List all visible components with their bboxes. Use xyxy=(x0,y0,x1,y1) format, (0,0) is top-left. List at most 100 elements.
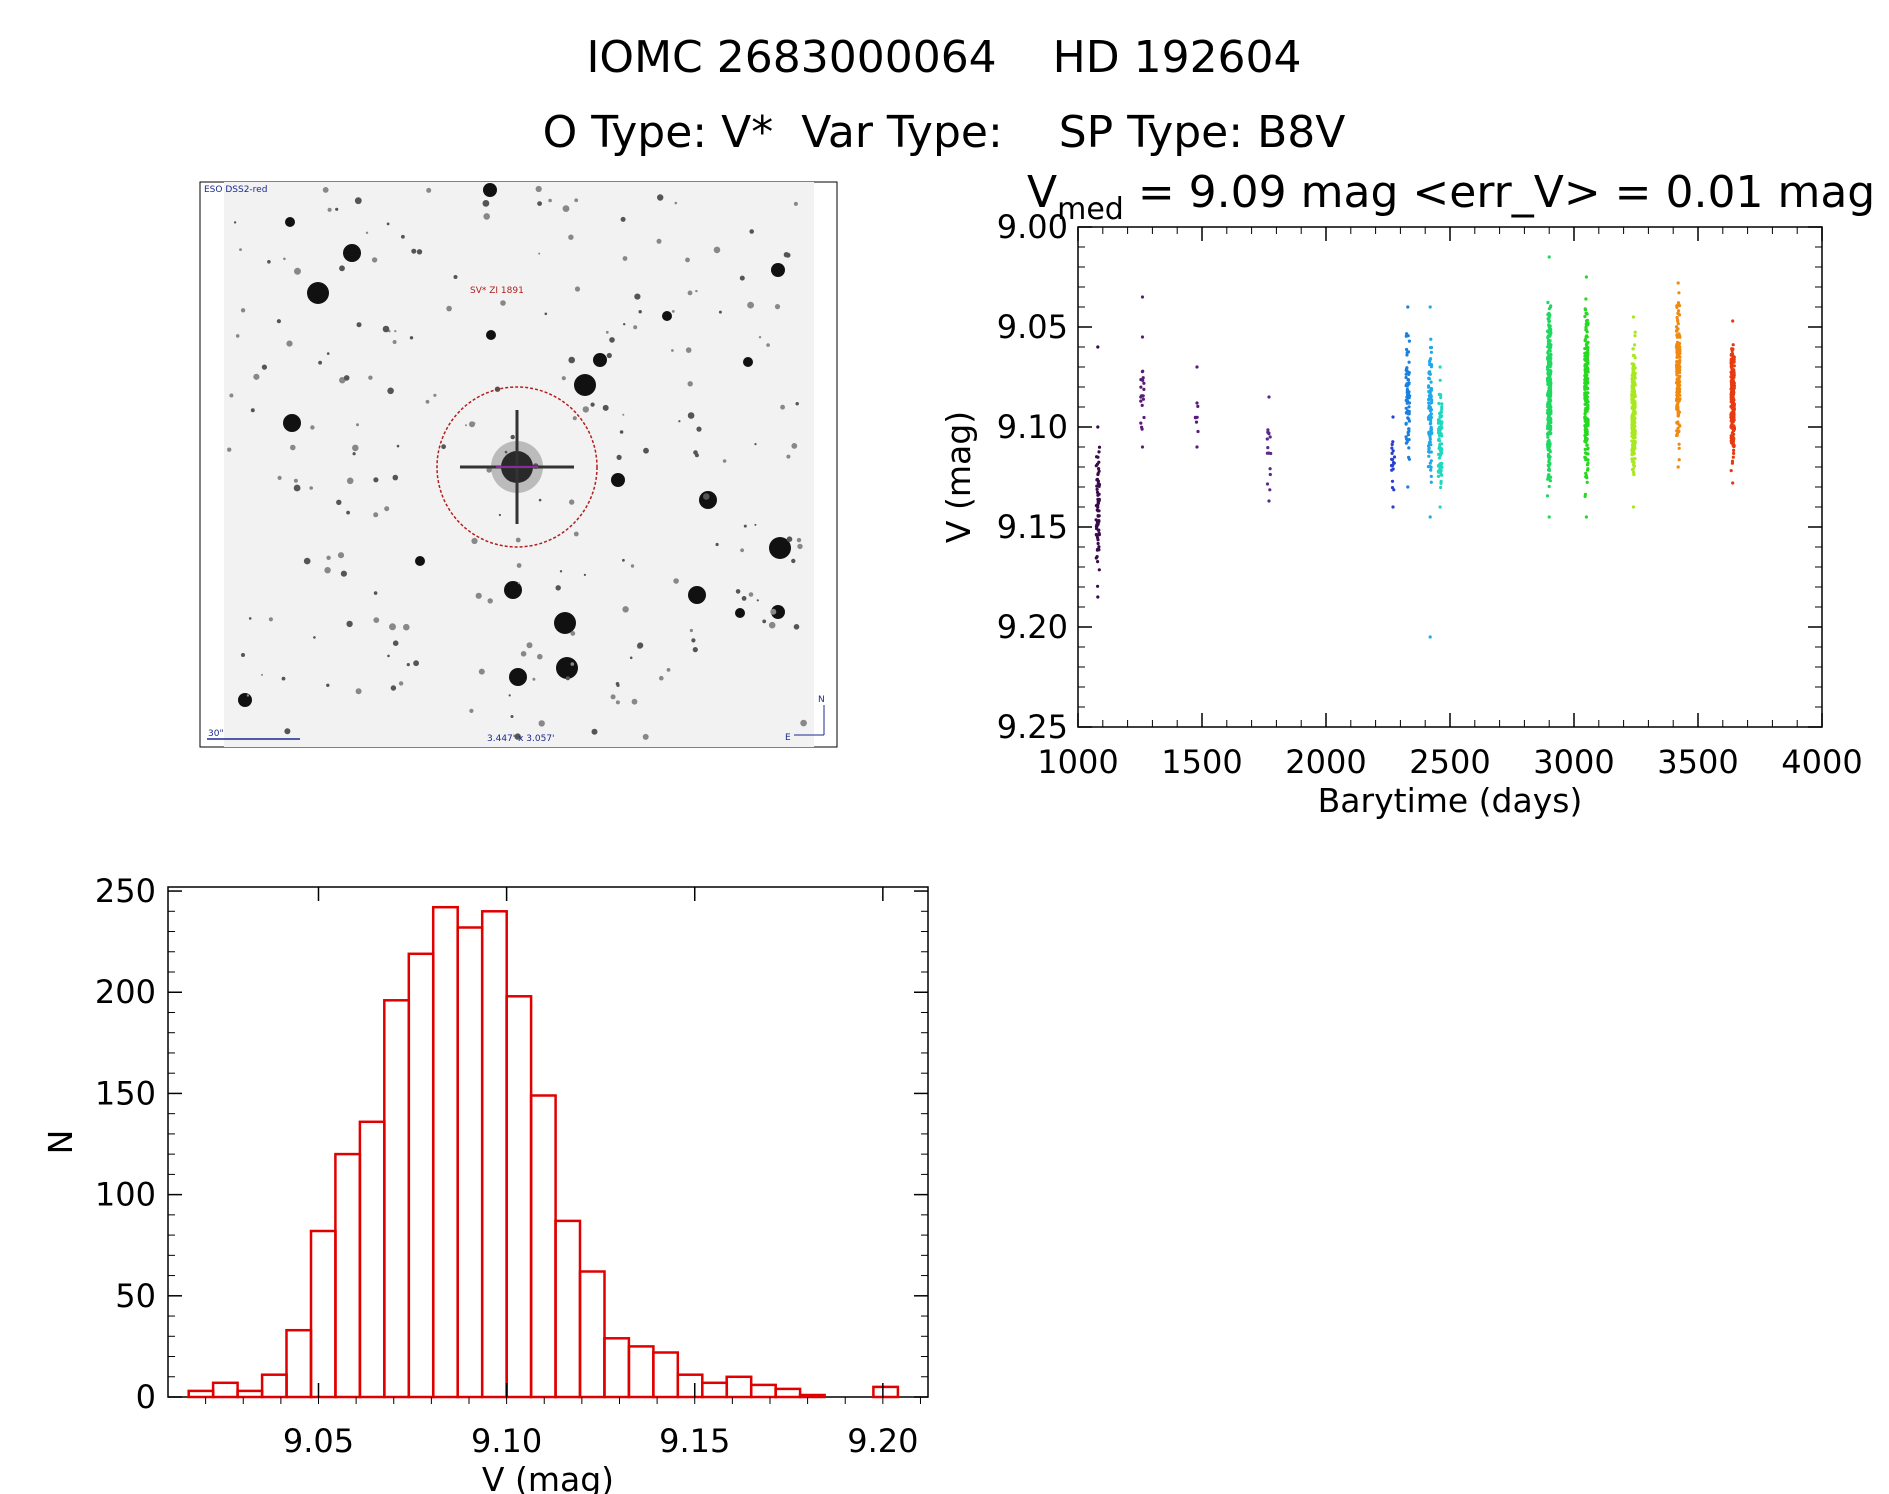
star-icon xyxy=(409,336,414,340)
star-icon xyxy=(510,434,515,440)
header-title: IOMC 2683000064 HD 192604 xyxy=(586,32,1301,83)
data-point xyxy=(1677,351,1681,355)
data-point xyxy=(1194,420,1199,424)
star-icon xyxy=(656,238,662,244)
data-point xyxy=(1427,390,1431,394)
histogram-xlabel: V (mag) xyxy=(482,1460,614,1494)
star-icon xyxy=(324,567,331,574)
data-point xyxy=(1268,472,1272,477)
data-point xyxy=(1427,376,1431,380)
star-icon xyxy=(446,305,452,312)
data-point xyxy=(1404,406,1408,410)
x-tick-label: 2000 xyxy=(1285,743,1366,781)
star-icon xyxy=(313,636,316,639)
data-point xyxy=(1731,393,1735,397)
star-icon xyxy=(398,681,404,686)
data-point xyxy=(1730,376,1735,380)
star-icon xyxy=(609,337,615,343)
data-point xyxy=(1406,485,1410,489)
star-icon xyxy=(401,234,405,239)
data-point xyxy=(1586,340,1590,344)
data-point xyxy=(1096,595,1100,599)
data-point xyxy=(1546,358,1550,362)
data-point xyxy=(1429,357,1433,361)
data-point xyxy=(1440,402,1444,406)
star-icon xyxy=(616,454,622,460)
data-point xyxy=(1140,403,1144,407)
lightcurve-series xyxy=(1139,295,1146,449)
data-point xyxy=(1139,421,1143,425)
star-icon xyxy=(620,216,626,222)
star-icon xyxy=(583,573,587,577)
data-point xyxy=(1548,334,1552,338)
star-icon xyxy=(570,631,576,636)
star-icon xyxy=(309,486,314,490)
data-point xyxy=(1405,353,1409,357)
data-point xyxy=(1269,451,1273,456)
star-icon xyxy=(227,447,232,452)
data-point xyxy=(1429,480,1433,484)
data-point xyxy=(1407,438,1411,442)
data-point xyxy=(1438,378,1442,382)
data-point xyxy=(1404,411,1409,415)
data-point xyxy=(1633,457,1637,461)
data-point xyxy=(1439,479,1443,483)
star-icon xyxy=(433,393,437,397)
data-point xyxy=(1586,362,1590,366)
data-point xyxy=(1428,435,1432,439)
data-point xyxy=(1677,291,1681,295)
x-tick-label: 1000 xyxy=(1037,743,1118,781)
data-point xyxy=(1428,635,1432,639)
data-point xyxy=(1429,474,1433,478)
star-icon xyxy=(396,444,400,448)
star-icon xyxy=(735,589,741,594)
fov-label: 3.447' x 3.057' xyxy=(487,734,555,744)
star-icon xyxy=(337,552,345,559)
data-point xyxy=(1095,490,1100,494)
y-tick-label: 9.20 xyxy=(997,608,1068,646)
data-point xyxy=(1546,313,1550,317)
lightcurve-frame xyxy=(1077,226,1823,728)
data-point xyxy=(1440,407,1444,411)
data-point xyxy=(1407,360,1411,364)
star-icon xyxy=(250,408,255,413)
y-tick-label: 250 xyxy=(95,872,156,910)
data-point xyxy=(1631,460,1635,464)
star-icon xyxy=(774,304,781,310)
star-icon xyxy=(281,676,286,681)
star-icon xyxy=(285,217,295,227)
data-point xyxy=(1549,304,1553,308)
data-point xyxy=(1676,281,1680,285)
star-icon xyxy=(666,668,671,672)
data-point xyxy=(1677,446,1681,450)
data-point xyxy=(1732,412,1736,417)
x-tick-label: 3000 xyxy=(1533,743,1614,781)
star-icon xyxy=(368,375,373,380)
star-icon xyxy=(611,473,625,487)
star-icon xyxy=(327,207,332,212)
data-point xyxy=(1407,401,1412,405)
star-icon xyxy=(343,244,361,262)
data-point xyxy=(1584,319,1589,323)
star-icon xyxy=(322,187,329,193)
data-point xyxy=(1631,425,1635,430)
star-icon xyxy=(352,444,359,452)
data-point xyxy=(1391,449,1395,453)
data-point xyxy=(1584,297,1588,301)
data-point xyxy=(1585,356,1589,360)
star-icon xyxy=(538,720,545,727)
star-icon xyxy=(602,404,609,411)
data-point xyxy=(1140,335,1145,339)
star-icon xyxy=(722,459,727,463)
data-point xyxy=(1675,377,1679,381)
star-icon xyxy=(392,640,399,646)
data-point xyxy=(1405,366,1409,370)
star-icon xyxy=(504,581,522,599)
star-icon xyxy=(631,698,638,705)
lightcurve-ticks: 1000 1500 2000 2500 3000 3500 4000 9.00 9.05 9.10… xyxy=(997,208,1863,781)
star-icon xyxy=(517,582,520,585)
star-icon xyxy=(559,570,563,573)
star-icon xyxy=(516,563,522,568)
star-icon xyxy=(797,543,803,550)
